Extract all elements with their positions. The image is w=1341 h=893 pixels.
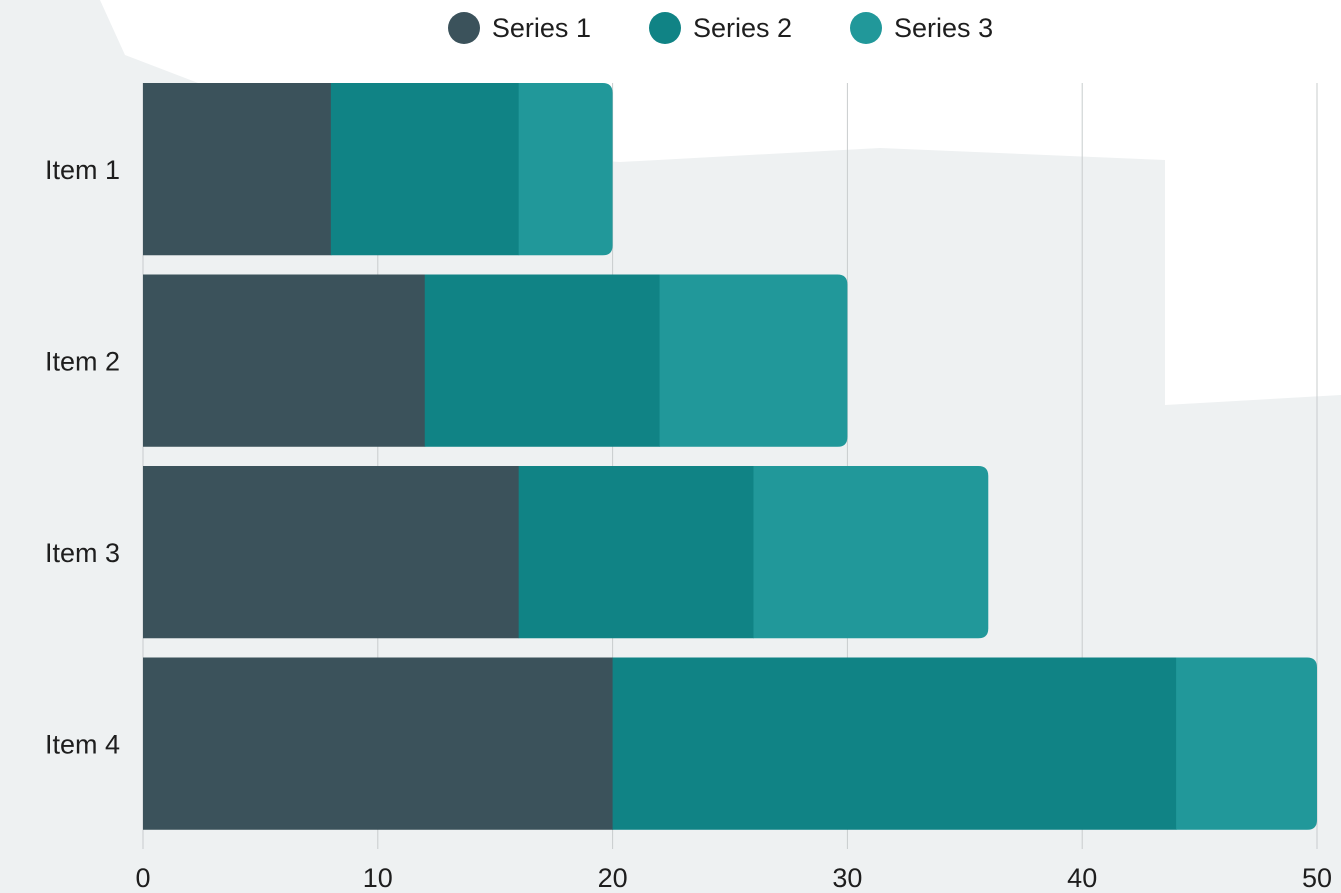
y-category-label: Item 3 [45, 538, 120, 568]
bar-segment [143, 274, 426, 447]
bar-group [143, 83, 613, 256]
legend-item: Series 2 [648, 12, 793, 44]
bar-segment [753, 466, 989, 639]
legend-item: Series 1 [447, 12, 591, 44]
legend: Series 1 Series 2 Series 3 [0, 6, 1341, 50]
x-tick-label: 30 [832, 863, 862, 893]
bar-segment [1176, 657, 1317, 830]
y-axis-labels: Item 1 Item 2 Item 3 Item 4 [45, 155, 120, 760]
bar-segment [518, 83, 613, 256]
y-category-label: Item 2 [45, 347, 120, 377]
legend-label: Series 3 [894, 12, 994, 43]
bar-segment [424, 274, 661, 447]
bar-segment [330, 83, 520, 256]
bar-segment [612, 657, 1177, 830]
bar-group [143, 466, 989, 639]
legend-item: Series 3 [850, 12, 993, 44]
bar-segment [143, 466, 520, 639]
bar-segment [659, 274, 848, 447]
legend-swatch [648, 12, 681, 44]
legend-swatch [850, 12, 883, 44]
x-tick-label: 20 [598, 863, 628, 893]
x-axis-labels: 0 10 20 30 40 50 [135, 863, 1332, 893]
legend-swatch [447, 12, 480, 44]
bar-segment [518, 466, 754, 639]
bars [143, 83, 1317, 830]
bar-group [143, 657, 1317, 830]
x-tick-label: 10 [363, 863, 393, 893]
y-category-label: Item 4 [45, 730, 120, 760]
y-category-label: Item 1 [45, 155, 120, 185]
bar-group [143, 274, 848, 447]
bar-segment [143, 83, 332, 256]
bar-segment [143, 657, 614, 830]
x-tick-label: 50 [1302, 863, 1332, 893]
legend-label: Series 2 [692, 12, 793, 43]
legend-label: Series 1 [491, 12, 591, 43]
x-tick-label: 40 [1067, 863, 1097, 893]
x-tick-label: 0 [135, 863, 150, 893]
